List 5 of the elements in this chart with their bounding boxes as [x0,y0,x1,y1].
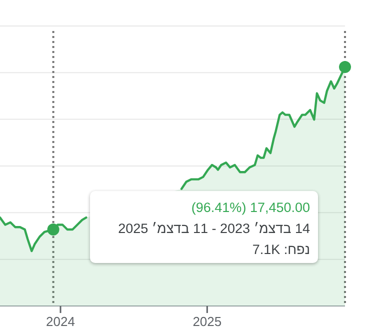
annotation: 17,450.00 (96.41%) [190,199,310,217]
x-tick-label: 2024 [46,314,75,329]
annotation: 14 בדצמ׳ 2023 - 11 בדצמ׳ 2025 [117,220,310,238]
x-tick-label: 2025 [192,314,222,329]
annotation: נפח: 7.1K [251,241,310,259]
